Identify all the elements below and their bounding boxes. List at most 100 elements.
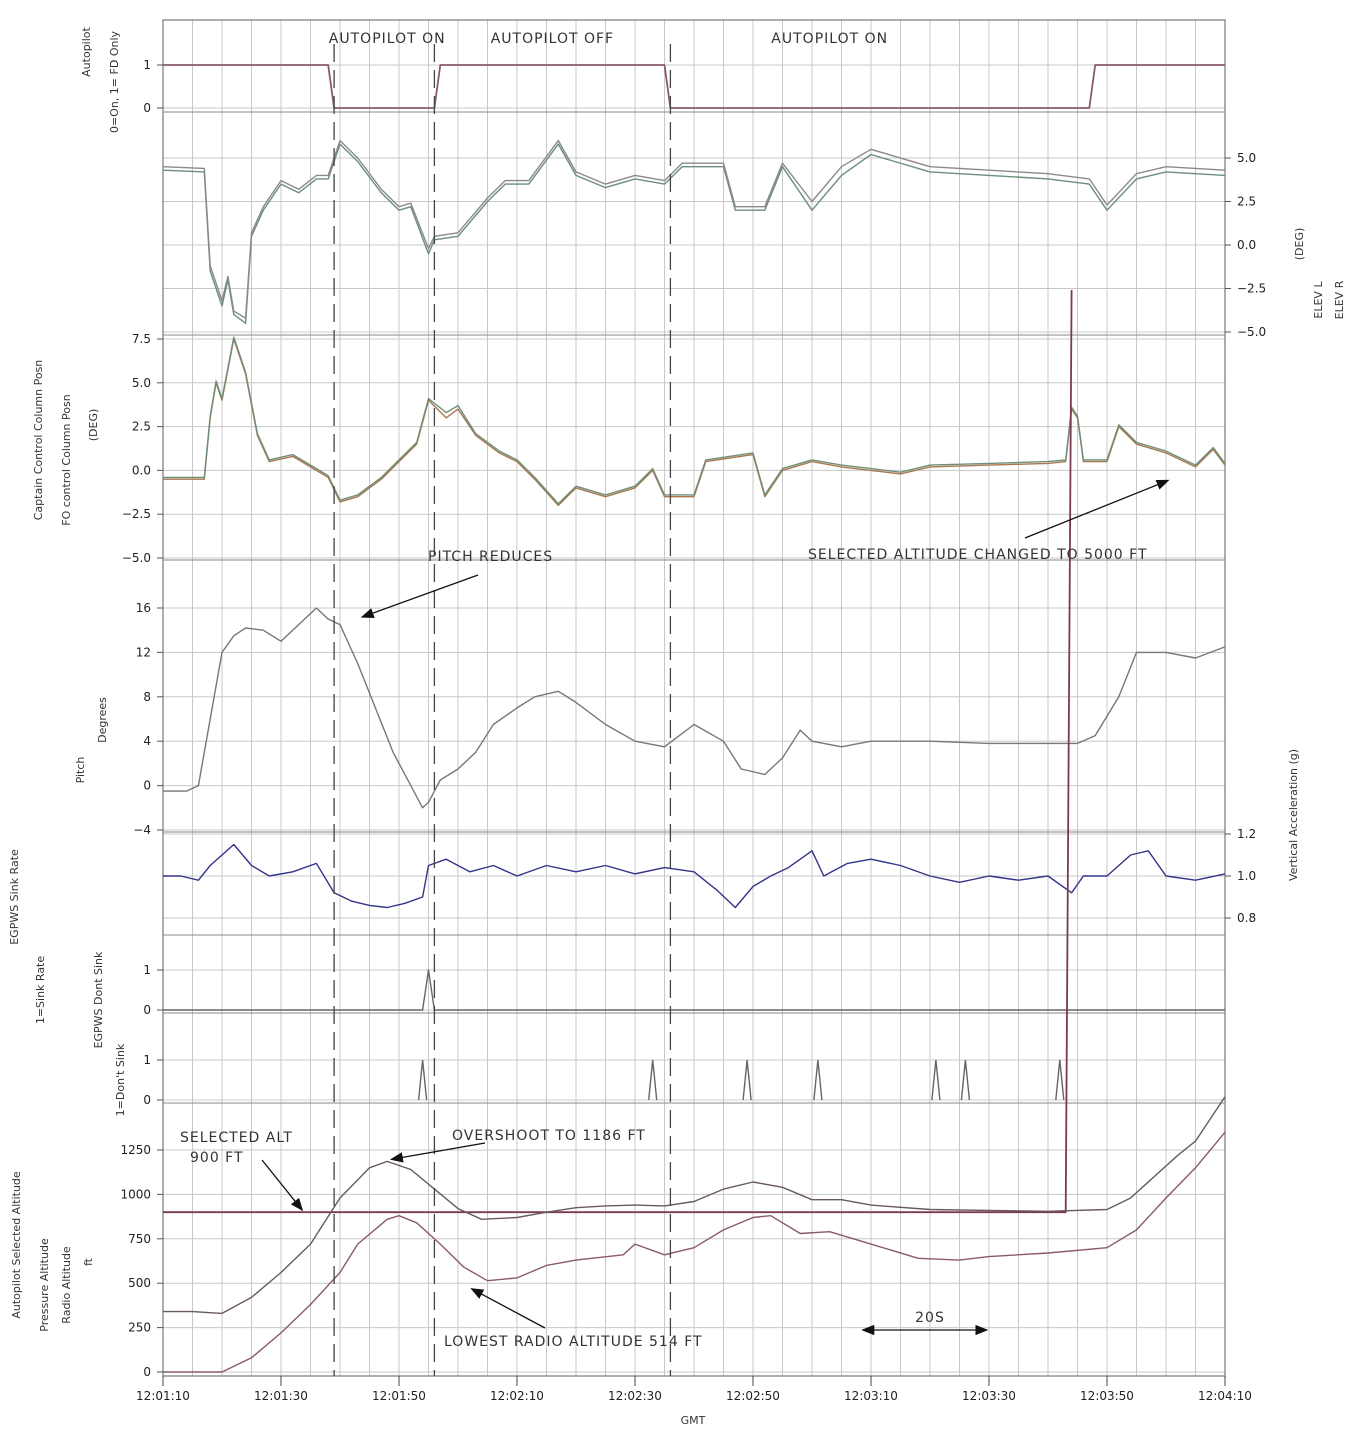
dont-sink-pulse <box>960 1059 971 1101</box>
dont-sink-pulse <box>813 1059 823 1101</box>
y-axis-label: (DEG) <box>1293 228 1306 261</box>
y-tick-label: 1000 <box>120 1187 151 1201</box>
y-tick-label: 0 <box>143 1093 151 1107</box>
annotation-layer: PITCH REDUCES SELECTED ALTITUDE CHANGED T… <box>180 479 1170 1350</box>
dont-sink-pulse <box>417 1059 428 1101</box>
y-tick-label: 2.5 <box>1237 195 1256 209</box>
x-tick-label: 12:02:30 <box>608 1389 662 1403</box>
mode-label: AUTOPILOT OFF <box>491 31 614 47</box>
annotation-arrow <box>261 1159 304 1212</box>
y-tick-label: 12 <box>136 645 151 659</box>
series-line-captain-control-column-posn <box>163 338 1226 507</box>
y-tick-label: −4 <box>133 823 151 837</box>
annotation-arrow <box>1024 479 1170 539</box>
annotation-text: SELECTED ALT <box>180 1130 293 1146</box>
x-tick-label: 12:02:50 <box>726 1389 780 1403</box>
y-axis-label: (DEG) <box>87 409 100 442</box>
y-axis-label: EGPWS Dont Sink <box>92 951 105 1048</box>
y-axis-label: Autopilot Selected Altitude <box>10 1171 23 1319</box>
dont-sink-pulse <box>742 1059 752 1101</box>
annotation-text: SELECTED ALTITUDE CHANGED TO 5000 FT <box>808 547 1148 563</box>
y-tick-label: 4 <box>143 734 151 748</box>
series-line-egpws-sink-rate <box>163 969 1225 1011</box>
annotation-text: 20S <box>915 1310 945 1326</box>
dont-sink-pulse <box>1055 1059 1065 1101</box>
series-line-autopilot-selected-altitude <box>163 289 1073 1214</box>
y-tick-label: 1 <box>143 58 151 72</box>
y-axis-label: FO control Column Posn <box>60 394 73 525</box>
series-line-autopilot <box>163 64 1225 109</box>
series-line-elev-r <box>162 139 1226 319</box>
mode-label: AUTOPILOT ON <box>329 31 446 47</box>
series-layer <box>162 64 1226 1373</box>
y-tick-label: 1.0 <box>1237 869 1256 883</box>
y-tick-label: 7.5 <box>132 332 151 346</box>
x-tick-label: 12:01:10 <box>136 1389 190 1403</box>
y-tick-label: 16 <box>136 601 151 615</box>
y-tick-label: 0 <box>143 101 151 115</box>
y-tick-label: −2.5 <box>122 507 151 521</box>
y-axis-label: ft <box>82 1257 95 1266</box>
annotation-arrow <box>389 1142 486 1163</box>
y-tick-label: 5.0 <box>1237 151 1256 165</box>
mode-change-layer <box>333 44 672 1376</box>
annotation-arrow <box>360 574 479 618</box>
panel-layer: 1 0 5.0 2.5 0.0 −2.5 −5.0 7.5 5.0 2.5 0.0 −2.5 −5.0 1… <box>120 19 1266 1403</box>
y-axis-label: Vertical Acceleration (g) <box>1287 749 1300 881</box>
annotation-text: LOWEST RADIO ALTITUDE 514 FT <box>444 1334 703 1350</box>
y-axis-label: 0=On, 1= FD Only <box>108 30 121 133</box>
y-axis-label: Captain Control Column Posn <box>32 360 45 521</box>
annotation-arrow <box>470 1288 546 1329</box>
plot-frame <box>162 19 1226 1377</box>
series-line-vertical-acceleration-g- <box>163 843 1226 909</box>
y-tick-label: 0.0 <box>1237 238 1256 252</box>
annotation-text: OVERSHOOT TO 1186 FT <box>452 1128 646 1144</box>
y-tick-label: 0.8 <box>1237 911 1256 925</box>
y-axis-label: Pressure Altitude <box>38 1238 51 1332</box>
series-line-fo-control-column-posn <box>163 336 1226 505</box>
y-axis-label: Pitch <box>74 757 87 784</box>
label-layer: AUTOPILOT ON AUTOPILOT OFF AUTOPILOT ON Aut… <box>8 26 1346 1331</box>
y-tick-label: −2.5 <box>1237 282 1266 296</box>
y-tick-label: 0.0 <box>132 463 151 477</box>
dont-sink-pulse <box>648 1059 658 1101</box>
y-axis-label: 1=Sink Rate <box>34 956 47 1025</box>
y-axis-label: Degrees <box>96 697 109 743</box>
x-tick-label: 12:03:10 <box>844 1389 898 1403</box>
y-axis-label: Radio Altitude <box>60 1246 73 1324</box>
y-tick-label: 750 <box>128 1232 151 1246</box>
y-tick-label: 0 <box>143 779 151 793</box>
x-tick-label: 12:03:30 <box>962 1389 1016 1403</box>
x-tick-label: 12:01:30 <box>254 1389 308 1403</box>
y-tick-label: 250 <box>128 1321 151 1335</box>
mode-label: AUTOPILOT ON <box>771 31 888 47</box>
y-axis-label: 1=Don't Sink <box>114 1043 127 1116</box>
y-tick-label: 0 <box>143 1365 151 1379</box>
y-tick-label: −5.0 <box>122 551 151 565</box>
y-tick-label: 1 <box>143 1053 151 1067</box>
dont-sink-pulse <box>931 1059 941 1101</box>
x-tick-label: 12:03:50 <box>1080 1389 1134 1403</box>
y-tick-label: 1.2 <box>1237 827 1256 841</box>
x-tick-label: 12:04:10 <box>1198 1389 1252 1403</box>
y-axis-label: Autopilot <box>80 26 93 76</box>
series-legend-label: ELEV R <box>1333 280 1346 319</box>
series-legend-label: ELEV L <box>1312 281 1325 319</box>
series-line-pitch <box>163 607 1226 809</box>
y-tick-label: 1250 <box>120 1143 151 1157</box>
x-axis-label: GMT <box>681 1414 706 1427</box>
y-axis-label: EGPWS Sink Rate <box>8 849 21 945</box>
y-tick-label: 0 <box>143 1003 151 1017</box>
y-tick-label: 500 <box>128 1276 151 1290</box>
x-tick-label: 12:01:50 <box>372 1389 426 1403</box>
series-line-pressure-altitude <box>163 1096 1226 1315</box>
y-tick-label: 5.0 <box>132 376 151 390</box>
x-tick-label: 12:02:10 <box>490 1389 544 1403</box>
y-tick-label: 1 <box>143 963 151 977</box>
series-line-elev-l <box>162 143 1226 324</box>
y-tick-label: 2.5 <box>132 420 151 434</box>
series-line-radio-altitude <box>163 1131 1226 1373</box>
y-tick-label: −5.0 <box>1237 325 1266 339</box>
annotation-text: PITCH REDUCES <box>428 549 553 565</box>
